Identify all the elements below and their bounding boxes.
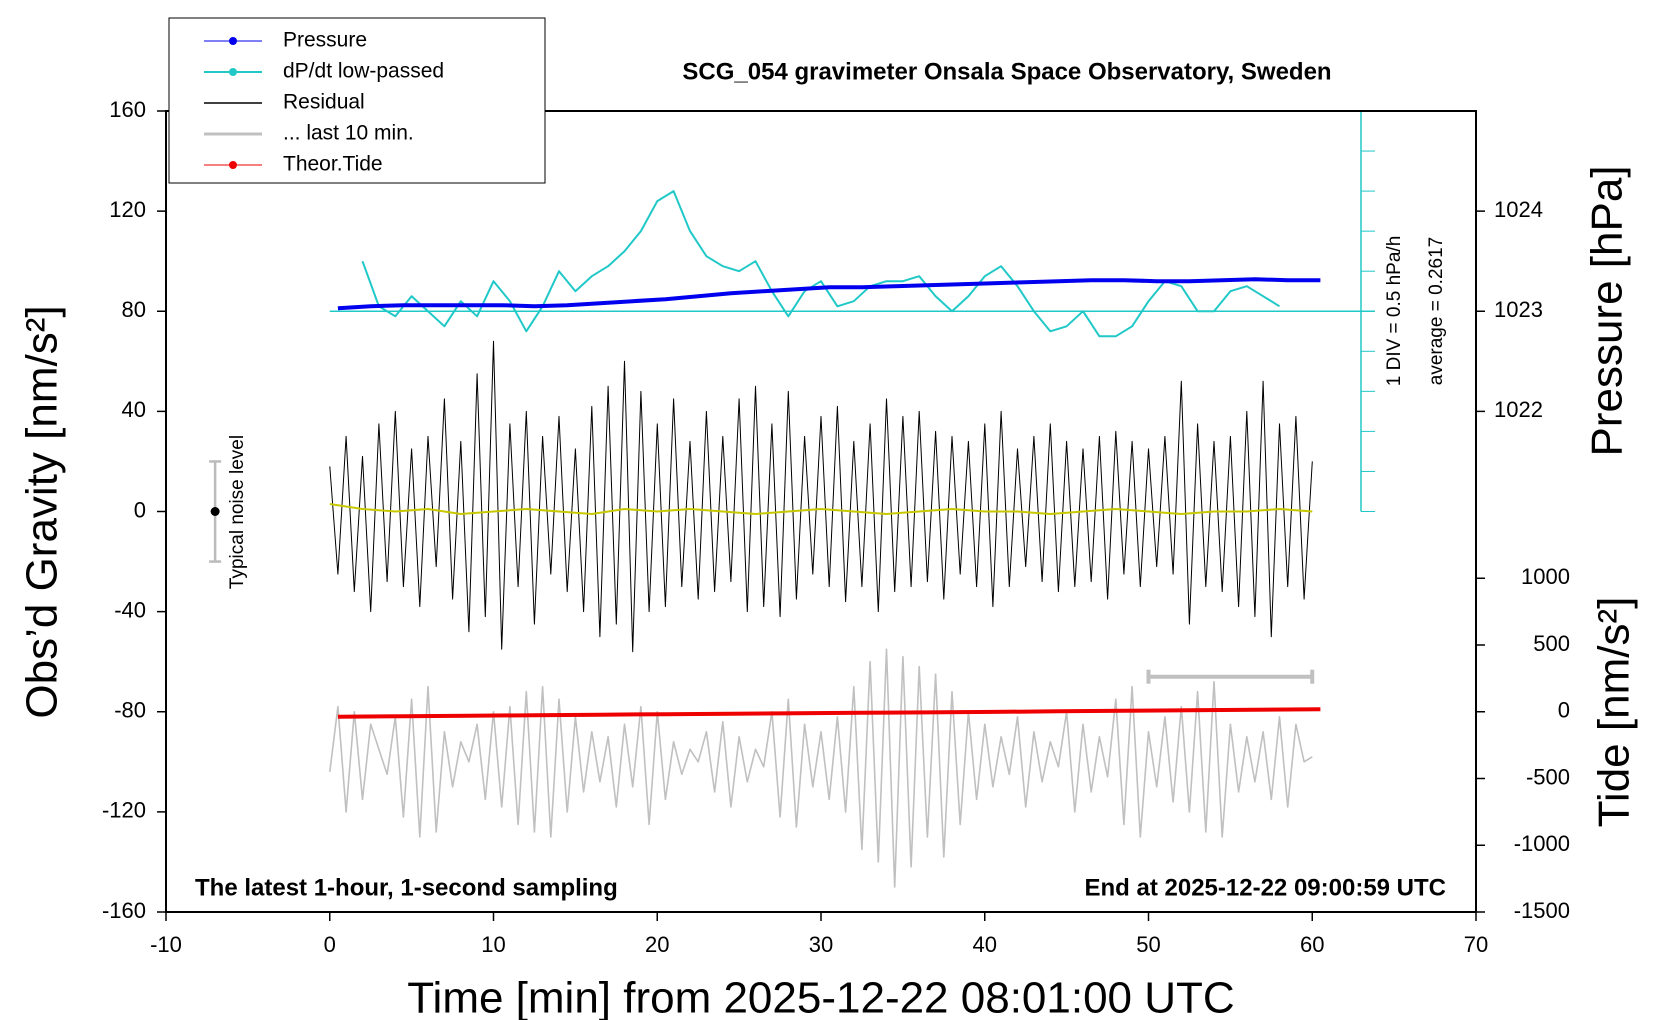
- legend-label: ... last 10 min.: [283, 122, 414, 145]
- chart-title: SCG_054 gravimeter Onsala Space Observat…: [682, 58, 1331, 85]
- y-tick-label: 80: [122, 297, 146, 322]
- y-tick-label: -40: [114, 597, 146, 622]
- series-line: [361, 190, 1281, 338]
- x-tick-label: -10: [150, 932, 182, 957]
- legend-label: Residual: [283, 91, 365, 114]
- x-tick-label: 50: [1136, 932, 1160, 957]
- y-tick-label: -120: [102, 798, 146, 823]
- noise-point: [210, 507, 220, 516]
- pressure-tick-label: 1022: [1494, 397, 1543, 422]
- x-tick-label: 60: [1300, 932, 1324, 957]
- tide-tick-label: 1000: [1521, 564, 1570, 589]
- y-tick-label: 120: [109, 197, 146, 222]
- noise-label: Typical noise level: [227, 435, 248, 589]
- legend-marker: [229, 161, 237, 169]
- legend-box: [168, 17, 546, 184]
- x-tick-label: 10: [481, 932, 505, 957]
- pressure-tick-label: 1024: [1494, 197, 1543, 222]
- y-tick-label: 0: [134, 497, 146, 522]
- tide-axis-label: Tide [nm/s²]: [1590, 597, 1639, 828]
- pressure-tick-label: 1023: [1494, 297, 1543, 322]
- series-line: [329, 503, 1313, 515]
- y-tick-label: -160: [102, 898, 146, 923]
- tide-tick-label: 0: [1558, 698, 1570, 723]
- tide-tick-label: -1000: [1514, 831, 1570, 856]
- y-axis-label: Obs’d Gravity [nm/s²]: [18, 305, 67, 718]
- tide-tick-label: -500: [1526, 764, 1570, 789]
- tide-tick-label: -1500: [1514, 898, 1570, 923]
- legend-marker: [229, 68, 237, 76]
- x-tick-label: 30: [809, 932, 833, 957]
- legend-label: Pressure: [283, 29, 367, 52]
- annotation: The latest 1-hour, 1-second sampling: [195, 874, 618, 901]
- x-tick-label: 40: [973, 932, 997, 957]
- y-tick-label: 160: [109, 97, 146, 122]
- tide-tick-label: 500: [1533, 631, 1570, 656]
- legend-label: dP/dt low-passed: [283, 60, 444, 83]
- y-tick-label: -80: [114, 698, 146, 723]
- pressure-axis-label: Pressure [hPa]: [1583, 165, 1632, 456]
- series-line: [329, 648, 1313, 888]
- x-tick-label: 20: [645, 932, 669, 957]
- y-tick-label: 40: [122, 397, 146, 422]
- series-line: [337, 277, 1321, 311]
- annotation: End at 2025-12-22 09:00:59 UTC: [1085, 874, 1447, 901]
- dpdt-average-label: average = 0.2617: [1426, 237, 1447, 385]
- x-tick-label: 0: [324, 932, 336, 957]
- x-tick-label: 70: [1464, 932, 1488, 957]
- legend-label: Theor.Tide: [283, 153, 383, 176]
- series-line: [337, 707, 1321, 719]
- dpdt-scale-label: 1 DIV = 0.5 hPa/h: [1384, 236, 1405, 387]
- legend-marker: [229, 37, 237, 45]
- series-line: [329, 340, 1313, 653]
- x-axis-label: Time [min] from 2025-12-22 08:01:00 UTC: [407, 974, 1234, 1020]
